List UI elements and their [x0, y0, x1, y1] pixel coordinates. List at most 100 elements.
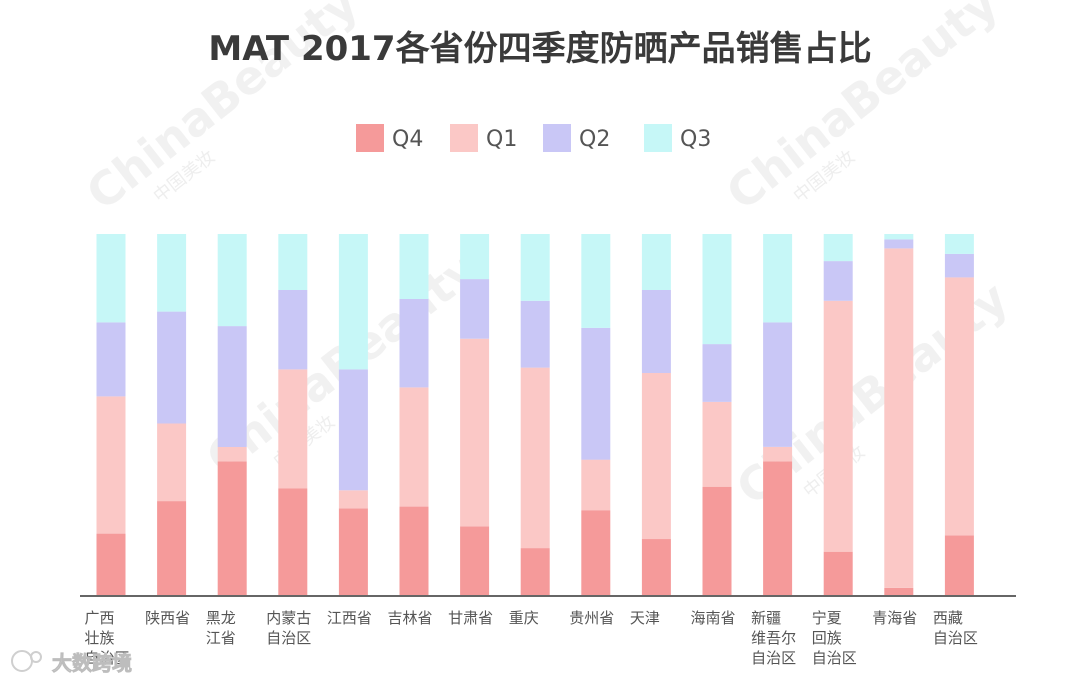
bar-segment-q2	[399, 299, 429, 388]
bar-segment-q2	[702, 344, 732, 402]
legend-swatch	[644, 124, 672, 152]
bar-stack	[96, 234, 126, 595]
bar-segment-q1	[702, 401, 732, 487]
bar-segment-q4	[641, 539, 671, 595]
bar-segment-q1	[581, 459, 611, 511]
legend-item-q3: Q3	[644, 124, 711, 152]
bar-segment-q4	[96, 533, 126, 595]
brand-logo-icon	[11, 650, 42, 672]
bar-segment-q4	[944, 535, 974, 595]
chart-title: MAT 2017各省份四季度防晒产品销售占比	[208, 29, 871, 69]
bar-segment-q4	[884, 587, 914, 595]
bar-stack	[399, 234, 429, 595]
x-tick-label-line: 自治区	[812, 649, 857, 667]
bar-layer	[96, 234, 974, 595]
bar-segment-q3	[520, 234, 550, 301]
bar-segment-q2	[944, 253, 974, 278]
bar-stack	[944, 234, 974, 595]
x-tick-label-line: 维吾尔	[751, 629, 796, 647]
x-tick-labels: 广西壮族自治区陕西省 黑龙江省内蒙古自治区江西省 吉林省 甘肃省 重庆 贵州省 天津 海南省新…	[85, 609, 978, 667]
bar-segment-q1	[823, 300, 853, 552]
bar-stack	[641, 234, 671, 595]
bar-segment-q1	[399, 387, 429, 507]
x-tick-label-line: 内蒙古	[266, 609, 311, 627]
bar-stack	[217, 234, 247, 595]
legend-item-q4: Q4	[356, 124, 423, 152]
bar-segment-q1	[763, 447, 793, 462]
bar-segment-q4	[338, 508, 368, 595]
x-tick-label: 甘肃省	[448, 609, 493, 627]
bar-stack	[520, 234, 550, 595]
legend-label: Q1	[486, 127, 517, 152]
legend-swatch	[543, 124, 571, 152]
bar-segment-q3	[702, 234, 732, 345]
x-tick-label: 陕西省	[145, 609, 190, 627]
bar-segment-q2	[460, 279, 490, 339]
bar-segment-q4	[581, 510, 611, 595]
bar-stack	[460, 234, 490, 595]
bar-stack	[278, 234, 308, 595]
bar-segment-q3	[581, 234, 611, 328]
bar-segment-q2	[96, 322, 126, 397]
bar-segment-q3	[217, 234, 247, 327]
x-tick-label: 黑龙江省	[206, 609, 236, 647]
x-tick-label: 海南省	[691, 609, 736, 627]
legend-label: Q3	[680, 127, 711, 152]
footer-brand: 大数跨境	[11, 650, 132, 675]
bar-segment-q3	[944, 234, 974, 254]
bar-segment-q2	[217, 326, 247, 447]
x-tick-label: 重庆	[509, 609, 539, 627]
bar-segment-q2	[581, 327, 611, 460]
x-tick-label: 内蒙古自治区	[266, 609, 311, 647]
bar-segment-q3	[823, 234, 853, 262]
x-tick-label-line: 广西	[85, 609, 115, 627]
x-tick-label-line: 海南省	[691, 609, 736, 627]
x-tick-label: 青海省	[872, 609, 917, 627]
bar-segment-q2	[520, 300, 550, 368]
x-tick-label-line: 新疆	[751, 609, 781, 627]
bar-segment-q4	[520, 548, 550, 595]
bar-segment-q2	[157, 311, 187, 424]
bar-segment-q1	[96, 396, 126, 534]
bar-segment-q2	[884, 239, 914, 249]
bar-segment-q4	[460, 526, 490, 595]
x-tick-label-line: 贵州省	[569, 609, 614, 627]
bar-segment-q2	[823, 261, 853, 301]
x-tick-label-line: 自治区	[751, 649, 796, 667]
x-tick-label-line: 重庆	[509, 609, 539, 627]
legend-item-q2: Q2	[543, 124, 610, 152]
bar-stack	[823, 234, 853, 595]
bar-segment-q3	[399, 234, 429, 299]
bar-stack	[702, 234, 732, 595]
x-tick-label-line: 江省	[206, 629, 236, 647]
bar-segment-q4	[763, 461, 793, 595]
bar-segment-q3	[96, 234, 126, 323]
bar-segment-q4	[278, 488, 308, 595]
x-tick-label: 江西省	[327, 609, 372, 627]
bar-segment-q1	[338, 490, 368, 509]
bar-segment-q2	[338, 369, 368, 491]
x-tick-label-line: 天津	[630, 609, 660, 627]
x-tick-label-line: 自治区	[933, 629, 978, 647]
x-tick-label-line: 自治区	[266, 629, 311, 647]
footer-brand-text: 大数跨境	[52, 651, 132, 675]
bar-segment-q4	[823, 551, 853, 595]
x-tick-label-line: 西藏	[933, 609, 963, 627]
bar-stack	[763, 234, 793, 595]
bar-segment-q2	[763, 322, 793, 447]
x-tick-label: 新疆维吾尔自治区	[751, 609, 796, 667]
bar-segment-q2	[641, 290, 671, 373]
x-tick-label: 宁夏回族自治区	[812, 609, 857, 667]
bar-segment-q1	[520, 367, 550, 549]
bar-stack	[581, 234, 611, 595]
bar-stack	[338, 234, 368, 595]
x-tick-label: 吉林省	[388, 609, 433, 627]
legend-label: Q2	[579, 127, 610, 152]
bar-segment-q1	[278, 369, 308, 489]
x-tick-label: 天津	[630, 609, 660, 627]
legend-swatch	[356, 124, 384, 152]
legend: Q4 Q1 Q2 Q3	[356, 124, 711, 152]
bar-segment-q3	[641, 234, 671, 290]
bar-segment-q3	[763, 234, 793, 323]
